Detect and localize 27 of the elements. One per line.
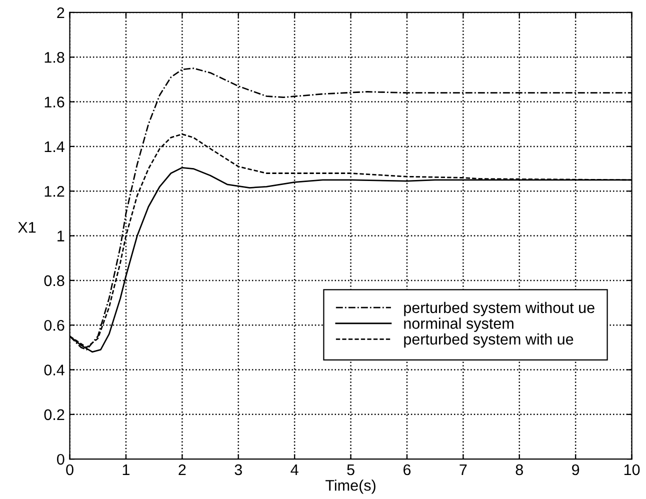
x-tick-label: 10 bbox=[624, 464, 640, 476]
y-tick-label: 1.8 bbox=[44, 52, 64, 63]
legend-label: norminal system bbox=[404, 318, 514, 332]
x-tick-label: 8 bbox=[516, 464, 523, 476]
y-tick-label: 2 bbox=[57, 7, 64, 18]
x-tick-label: 4 bbox=[290, 464, 298, 476]
x-axis-title: Time(s) bbox=[326, 480, 376, 494]
y-tick-label: 1.4 bbox=[44, 141, 64, 152]
y-tick-label: 1 bbox=[58, 230, 64, 242]
legend-label: perturbed system with ue bbox=[404, 333, 574, 348]
x-tick-label: 2 bbox=[178, 464, 186, 476]
x-tick-label: 7 bbox=[460, 464, 467, 476]
x-tick-label: 5 bbox=[347, 464, 354, 476]
y-tick-label: 1.2 bbox=[44, 186, 64, 197]
y-tick-label: 0.8 bbox=[44, 275, 64, 286]
y-axis-title: X1 bbox=[18, 222, 36, 233]
y-tick-label: 0.2 bbox=[44, 409, 64, 420]
y-tick-label: 0 bbox=[57, 454, 64, 465]
x-tick-label: 0 bbox=[66, 464, 74, 476]
y-tick-label: 0.4 bbox=[44, 364, 64, 376]
x-tick-label: 6 bbox=[404, 464, 411, 476]
legend-label: perturbed system without ue bbox=[404, 302, 594, 316]
y-tick-label: 1.6 bbox=[44, 96, 64, 108]
y-tick-label: 0.6 bbox=[44, 320, 64, 331]
x-tick-label: 9 bbox=[572, 464, 580, 476]
x-tick-label: 1 bbox=[122, 464, 130, 476]
x-tick-label: 3 bbox=[234, 464, 242, 476]
